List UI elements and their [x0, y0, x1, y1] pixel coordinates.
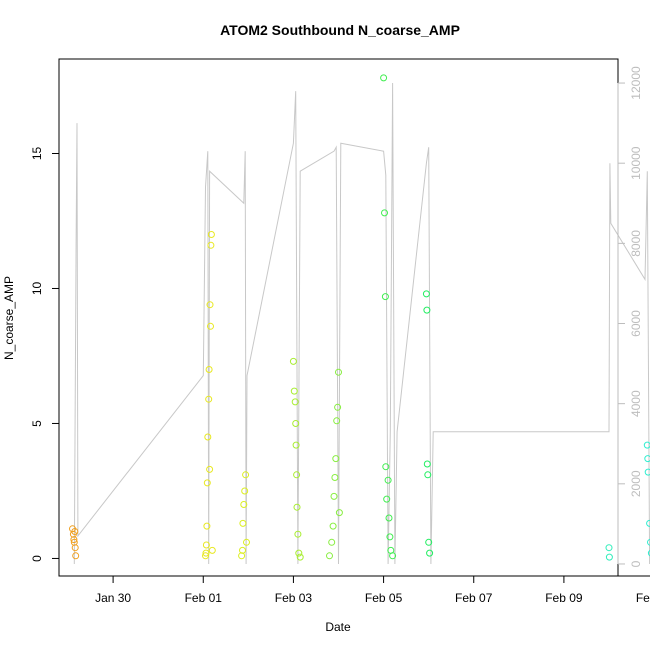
data-point	[644, 468, 650, 476]
data-point	[423, 460, 431, 468]
x-tick-label: Feb 09	[545, 591, 583, 605]
data-point	[207, 231, 215, 238]
y-tick-label: 10	[30, 282, 44, 296]
data-point	[295, 549, 303, 557]
data-point	[333, 417, 341, 425]
data-point	[335, 368, 342, 376]
y2-tick-label: 2000	[629, 470, 643, 497]
data-point	[207, 322, 214, 330]
x-tick-label: Feb 11	[636, 591, 650, 605]
x-tick-label: Feb 05	[365, 591, 403, 605]
data-point	[71, 544, 79, 552]
data-point	[239, 519, 247, 527]
x-tick-label: Feb 01	[185, 591, 223, 605]
data-point	[202, 541, 210, 549]
data-point	[330, 492, 338, 500]
y2-tick-label: 0	[629, 560, 643, 567]
y-axis-right: 0 2000 4000 6000 8000 10000 12000	[617, 66, 643, 567]
data-point	[72, 552, 80, 560]
y2-tick-label: 6000	[629, 310, 643, 337]
y2-tick-label: 10000	[629, 146, 643, 180]
data-point	[202, 552, 209, 560]
data-point	[647, 549, 650, 557]
data-point	[296, 553, 304, 561]
data-point	[644, 455, 650, 463]
y2-tick-label: 4000	[629, 390, 643, 417]
data-point	[293, 503, 301, 511]
y-axis-left: 0 5 10 15	[30, 147, 60, 562]
data-point	[206, 465, 214, 473]
data-point	[332, 455, 340, 463]
y-tick-label: 15	[30, 147, 44, 161]
data-point	[389, 552, 397, 560]
data-point	[291, 398, 299, 406]
data-point	[331, 474, 339, 481]
data-point	[243, 538, 250, 546]
data-point	[382, 463, 390, 471]
data-point	[381, 293, 389, 301]
data-point	[292, 420, 300, 427]
y2-tick-label: 12000	[629, 66, 643, 100]
y2-tick-label: 8000	[629, 230, 643, 257]
data-point	[647, 538, 650, 546]
data-point	[293, 471, 301, 479]
x-axis: Jan 30 Feb 01 Feb 03 Feb 05 Feb 07 Feb 09 Feb …	[95, 575, 650, 605]
y-axis-title: N_coarse_AMP	[2, 276, 16, 360]
data-point	[424, 471, 432, 479]
x-tick-label: Feb 03	[275, 591, 313, 605]
data-point	[239, 546, 246, 554]
data-point	[326, 552, 333, 560]
data-point	[208, 546, 216, 554]
data-point	[207, 241, 215, 249]
points-group	[69, 74, 650, 561]
data-point	[422, 290, 430, 298]
chart-title: ATOM2 Southbound N_coarse_AMP	[220, 22, 460, 38]
data-point	[294, 530, 302, 538]
data-point	[605, 544, 613, 552]
data-point	[383, 495, 391, 503]
secondary-line-group	[73, 82, 650, 565]
data-point	[384, 476, 392, 484]
data-point	[70, 536, 78, 544]
data-point	[290, 387, 298, 395]
data-point	[426, 549, 434, 557]
data-point	[425, 538, 433, 546]
data-point	[643, 441, 650, 449]
y-tick-label: 0	[30, 555, 44, 562]
data-point	[385, 514, 393, 522]
secondary-series-line	[73, 82, 650, 565]
data-point	[381, 209, 388, 217]
data-point	[203, 479, 211, 487]
data-point	[386, 533, 394, 541]
data-point	[204, 433, 212, 441]
data-point	[241, 487, 249, 495]
data-point	[329, 522, 337, 530]
data-point	[292, 441, 300, 449]
x-tick-label: Feb 07	[455, 591, 493, 605]
data-point	[423, 306, 431, 314]
data-point	[205, 395, 213, 403]
data-point	[335, 509, 343, 517]
data-point	[203, 522, 211, 530]
data-point	[605, 553, 613, 561]
data-point	[71, 528, 79, 535]
data-point	[240, 501, 248, 508]
x-tick-label: Jan 30	[95, 591, 131, 605]
data-point	[334, 403, 342, 411]
data-point	[205, 366, 213, 373]
data-point	[202, 549, 210, 557]
data-point	[242, 471, 250, 479]
data-point	[380, 74, 388, 82]
y-tick-label: 5	[30, 420, 44, 427]
x-axis-title: Date	[325, 620, 351, 634]
data-point	[206, 301, 214, 309]
data-point	[328, 538, 336, 546]
data-point	[289, 357, 297, 365]
